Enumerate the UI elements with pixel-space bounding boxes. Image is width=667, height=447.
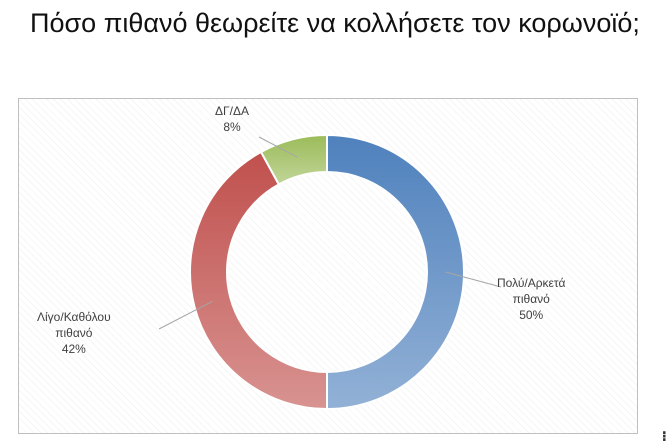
slice-label-line: Λίγο/Καθόλου [37, 310, 111, 324]
slice-label-line: πιθανό [55, 326, 93, 340]
slice-value-label: 42% [61, 342, 86, 356]
donut-slice-0 [326, 133, 465, 411]
data-label-slice-0: Πολύ/Αρκετά πιθανό 50% [497, 275, 565, 323]
slice-label-line: Πολύ/Αρκετά [497, 276, 566, 290]
slice-label-line: ΔΓ/ΔΑ [215, 104, 249, 118]
leader-line-1 [158, 301, 213, 330]
chart-frame: Πολύ/Αρκετά πιθανό 50% Λίγο/Καθόλου πιθα… [18, 98, 638, 434]
donut-slice-1 [189, 150, 328, 411]
data-label-slice-1: Λίγο/Καθόλου πιθανό 42% [37, 309, 111, 357]
leader-line-0 [445, 271, 502, 288]
slice-label-line: πιθανό [512, 292, 550, 306]
slice-value-label: 50% [519, 308, 544, 322]
data-label-slice-2: ΔΓ/ΔΑ 8% [215, 103, 249, 135]
donut-slice-2 [259, 133, 328, 186]
page-title: Πόσο πιθανό θεωρείτε να κολλήσετε τον κο… [30, 8, 640, 38]
leader-line-2 [258, 136, 298, 158]
corner-mark-icon: ⁝ [661, 428, 667, 444]
donut-chart [158, 133, 502, 411]
slice-value-label: 8% [223, 120, 241, 134]
